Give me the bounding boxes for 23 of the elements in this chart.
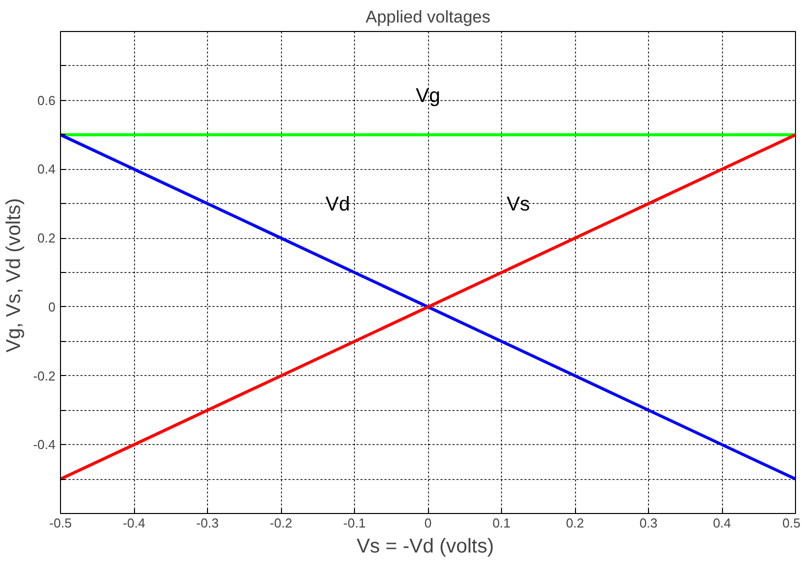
y-axis-title: Vg, Vs, Vd (volts) [3, 198, 26, 353]
x-tick-label: -0.5 [49, 516, 72, 530]
x-tick-label: -0.3 [196, 516, 219, 530]
y-tick-label: 0 [48, 299, 56, 314]
x-axis-title: Vs = -Vd (volts) [356, 536, 494, 558]
x-tick-label: -0.4 [122, 516, 146, 530]
x-tick-label: -0.1 [343, 516, 366, 530]
y-tick-label: 0.4 [37, 162, 56, 177]
y-tick-label: 0.2 [37, 230, 56, 246]
series-label: Vd [326, 193, 350, 216]
x-tick-label: 0.2 [566, 516, 584, 530]
x-tick-label: -0.2 [270, 516, 292, 530]
y-tick-label: 0.6 [37, 92, 56, 108]
x-tick-label: 0.4 [712, 516, 732, 530]
x-tick-label: 0.1 [492, 516, 511, 530]
y-tick-label: -0.4 [33, 437, 56, 452]
x-tick-label: 0.3 [639, 516, 658, 530]
series-label: Vg [416, 84, 440, 107]
y-tick-label: -0.2 [33, 368, 56, 384]
series-label: Vs [506, 193, 530, 216]
x-tick-label: 0.5 [782, 516, 801, 530]
chart-title: Applied voltages [366, 8, 490, 26]
x-tick-label: 0 [424, 516, 432, 530]
